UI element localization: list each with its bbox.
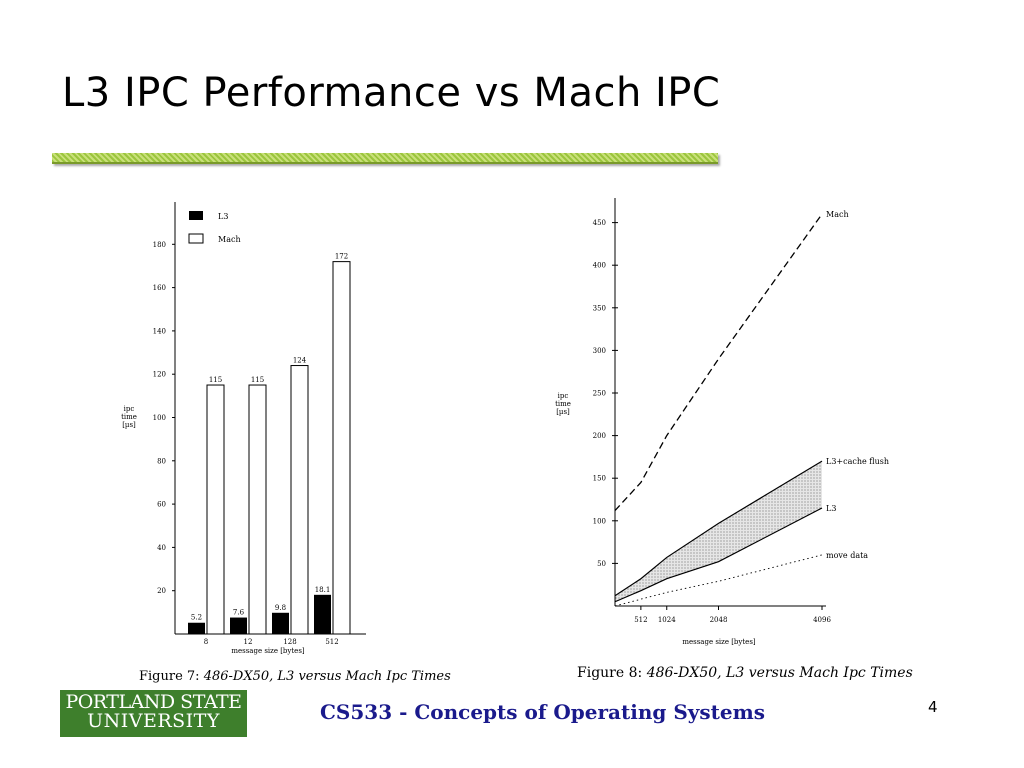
logo-line-2: UNIVERSITY — [87, 710, 220, 732]
series-label: Mach — [826, 210, 849, 219]
x-tick-label: 512 — [634, 616, 647, 624]
legend-label-mach: Mach — [218, 235, 241, 244]
bar-l3 — [188, 622, 205, 634]
y-tick-label: 40 — [157, 544, 166, 552]
y-tick-label: 80 — [157, 457, 166, 465]
data-label-l3: 7.6 — [233, 609, 245, 617]
y-tick-label: 350 — [593, 304, 606, 312]
figure-7-caption-text: 486-DX50, L3 versus Mach Ipc Times — [203, 669, 451, 684]
y-tick-label: 150 — [593, 475, 606, 483]
bar-mach — [290, 365, 309, 635]
y-tick-label: 300 — [593, 347, 606, 355]
y-axis-label: [µs] — [122, 421, 136, 429]
x-tick-label: 1024 — [658, 616, 676, 624]
bar-mach — [248, 384, 267, 635]
data-label-mach: 115 — [251, 376, 264, 384]
data-label-mach: 115 — [209, 376, 222, 384]
bar-mach — [332, 261, 351, 635]
footer-course-title: CS533 - Concepts of Operating Systems — [320, 700, 766, 724]
bar-l3 — [272, 612, 289, 634]
legend-swatch-mach — [188, 233, 204, 244]
bar-mach — [206, 384, 225, 635]
x-tick-label: 2048 — [710, 616, 728, 624]
series-label: move data — [826, 551, 868, 560]
y-axis-label: time — [121, 413, 137, 421]
y-tick-label: 200 — [593, 432, 606, 440]
bar-l3 — [230, 617, 247, 634]
y-axis-label: [µs] — [556, 408, 570, 416]
data-label-l3: 18.1 — [315, 586, 331, 594]
figure-8-caption-text: 486-DX50, L3 versus Mach Ipc Times — [646, 665, 913, 681]
title-divider — [52, 153, 718, 164]
logo-line-1: PORTLAND STATE — [65, 691, 242, 713]
y-axis-label: ipc — [124, 405, 135, 413]
legend-label-l3: L3 — [218, 212, 228, 221]
figure-8-caption-prefix: Figure 8: — [577, 665, 643, 681]
series-line-l3 — [614, 507, 823, 603]
y-tick-label: 50 — [597, 560, 606, 568]
series-label: L3 — [826, 504, 836, 513]
y-tick-label: 450 — [593, 219, 606, 227]
page-number: 4 — [928, 698, 938, 716]
x-axis-label: message size [bytes] — [231, 647, 305, 655]
data-label-mach: 124 — [293, 357, 307, 365]
y-tick-label: 180 — [153, 241, 166, 249]
y-tick-label: 140 — [153, 327, 166, 335]
y-axis-label: time — [555, 400, 571, 408]
data-label-mach: 172 — [335, 253, 348, 261]
y-tick-label: 160 — [153, 284, 166, 292]
slide-title: L3 IPC Performance vs Mach IPC — [62, 70, 721, 116]
x-tick-label: 8 — [204, 638, 208, 646]
series-label: L3+cache flush — [826, 457, 889, 466]
figure-7-caption-prefix: Figure 7: — [139, 669, 200, 684]
x-tick-label: 512 — [325, 638, 338, 646]
x-axis-label: message size [bytes] — [682, 638, 756, 646]
figure-8-caption: Figure 8: 486-DX50, L3 versus Mach Ipc T… — [577, 665, 913, 681]
x-tick-label: 12 — [244, 638, 253, 646]
y-tick-label: 100 — [153, 414, 166, 422]
data-label-l3: 5.2 — [191, 614, 202, 622]
x-tick-label: 4096 — [813, 616, 831, 624]
y-tick-label: 20 — [157, 587, 166, 595]
portland-state-logo: PORTLAND STATE UNIVERSITY — [60, 690, 247, 737]
x-tick-label: 128 — [283, 638, 296, 646]
y-axis-label: ipc — [558, 392, 569, 400]
y-tick-label: 60 — [157, 501, 166, 509]
data-label-l3: 9.8 — [275, 604, 286, 612]
series-line-mach — [614, 213, 823, 512]
bar-l3 — [314, 594, 331, 634]
series-line-l3-cache-flush — [614, 460, 823, 597]
y-tick-label: 400 — [593, 262, 606, 270]
legend-swatch-l3 — [189, 211, 203, 220]
y-tick-label: 250 — [593, 390, 606, 398]
y-tick-label: 100 — [593, 517, 606, 525]
figure-7-caption: Figure 7: 486-DX50, L3 versus Mach Ipc T… — [139, 669, 451, 684]
shaded-region — [615, 461, 822, 602]
y-tick-label: 120 — [153, 371, 166, 379]
